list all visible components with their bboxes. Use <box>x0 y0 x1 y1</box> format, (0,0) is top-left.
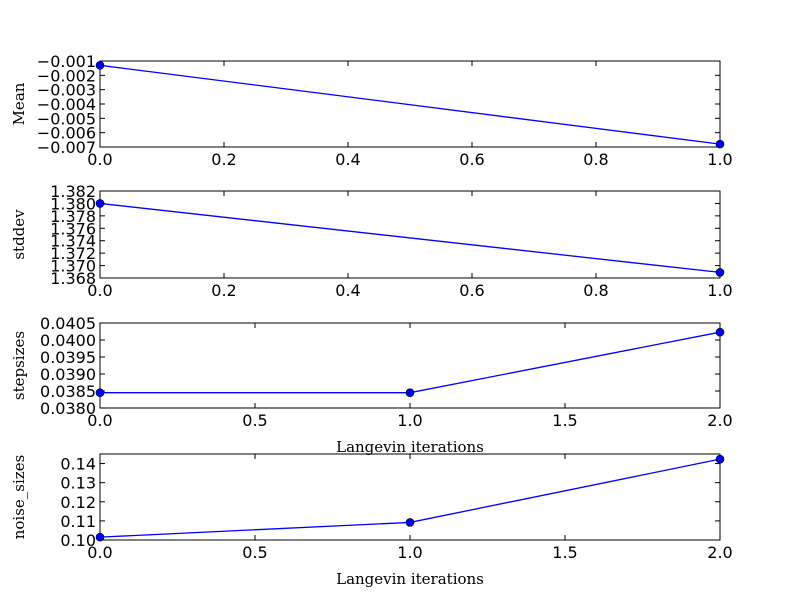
data-point <box>95 532 105 542</box>
y-tick-label: 0.0385 <box>40 382 96 401</box>
y-axis-label: Mean <box>10 82 28 125</box>
series-line <box>99 64 721 145</box>
y-tick-label: 1.378 <box>50 207 96 226</box>
x-tick-label: 2.0 <box>707 411 732 430</box>
x-tick-label: 2.0 <box>707 543 732 562</box>
y-tick-label: −0.004 <box>37 95 96 114</box>
y-tick-label: 0.0400 <box>40 331 96 350</box>
series-line <box>100 331 721 394</box>
x-tick-label: 0.0 <box>87 543 112 562</box>
data-point <box>405 518 415 527</box>
x-tick-label: 0.6 <box>459 150 484 169</box>
x-tick-label: 0.5 <box>242 543 267 562</box>
y-tick-label: 0.0380 <box>40 399 96 418</box>
y-tick-label: 1.374 <box>50 232 96 251</box>
y-tick-label: 1.376 <box>50 219 96 238</box>
y-tick-label: −0.002 <box>37 66 96 85</box>
x-tick-label: 1.0 <box>397 543 422 562</box>
x-tick-label: 0.4 <box>335 150 360 169</box>
y-tick-label: −0.003 <box>37 81 96 100</box>
y-axis-label: noise_sizes <box>10 455 28 540</box>
x-tick-label: 1.0 <box>707 281 732 300</box>
data-point <box>405 388 415 398</box>
x-tick-label: 0.4 <box>335 281 360 300</box>
x-tick-label: 0.8 <box>583 150 608 169</box>
data-point <box>95 199 105 208</box>
series-line <box>99 202 721 274</box>
x-tick-label: 0.6 <box>459 281 484 300</box>
y-tick-label: 0.0390 <box>40 365 96 384</box>
y-tick-label: 0.11 <box>60 512 96 531</box>
x-tick-label: 1.0 <box>707 150 732 169</box>
data-point <box>715 327 725 337</box>
plot-frame <box>99 453 721 541</box>
x-tick-label: 1.5 <box>552 411 577 430</box>
data-point <box>715 139 725 149</box>
plot-frame <box>99 60 721 148</box>
y-tick-label: 1.380 <box>50 194 96 213</box>
y-tick-label: 1.382 <box>50 182 96 201</box>
subplot-2: 0.0 0.2 0.4 0.6 0.8 1.01.3681.3701.3721.3741.… <box>10 182 733 300</box>
x-axis-label: Langevin iterations <box>336 438 484 456</box>
x-tick-label: 0.0 <box>87 150 112 169</box>
x-tick-label: 1.0 <box>397 411 422 430</box>
y-axis-label: stddev <box>10 209 28 260</box>
data-point <box>715 268 725 277</box>
y-tick-label: −0.001 <box>37 52 96 71</box>
y-tick-label: 1.370 <box>50 257 96 276</box>
y-tick-label: 0.14 <box>60 455 96 474</box>
x-tick-label: 0.2 <box>211 150 236 169</box>
x-tick-label: 0.5 <box>242 411 267 430</box>
y-tick-label: 0.13 <box>60 474 96 493</box>
data-point <box>95 388 105 398</box>
y-tick-label: −0.005 <box>37 109 96 128</box>
y-tick-label: 1.372 <box>50 244 96 263</box>
x-axis-label: Langevin iterations <box>336 570 484 588</box>
x-tick-label: 0.8 <box>583 281 608 300</box>
y-tick-label: 0.10 <box>60 531 96 550</box>
y-axis-label: stepsizes <box>10 331 28 400</box>
x-tick-label: 1.5 <box>552 543 577 562</box>
y-tick-label: 1.368 <box>50 269 96 288</box>
y-tick-label: −0.006 <box>37 124 96 143</box>
y-tick-label: −0.007 <box>37 138 96 157</box>
x-tick-label: 0.0 <box>87 281 112 300</box>
y-tick-label: 0.0395 <box>40 348 96 367</box>
data-point <box>715 454 725 464</box>
subplot-4: 0.0 0.5 1.0 1.5 2.0 0.100.110.120.130.14 noise… <box>10 453 733 588</box>
x-tick-label: 0.2 <box>211 281 236 300</box>
y-tick-label: 0.12 <box>60 493 96 512</box>
x-tick-label: 0.0 <box>87 411 112 430</box>
subplot-1: 0.0 0.2 0.4 0.6 0.8 1.0−0.007−0.006−0.005−0.0… <box>10 52 733 169</box>
y-tick-label: 0.0405 <box>40 314 96 333</box>
data-point <box>95 61 105 70</box>
plot-frame <box>99 190 721 279</box>
subplot-3: 0.0 0.5 1.0 1.5 2.00.03800.03850.03900.03950… <box>10 314 733 456</box>
